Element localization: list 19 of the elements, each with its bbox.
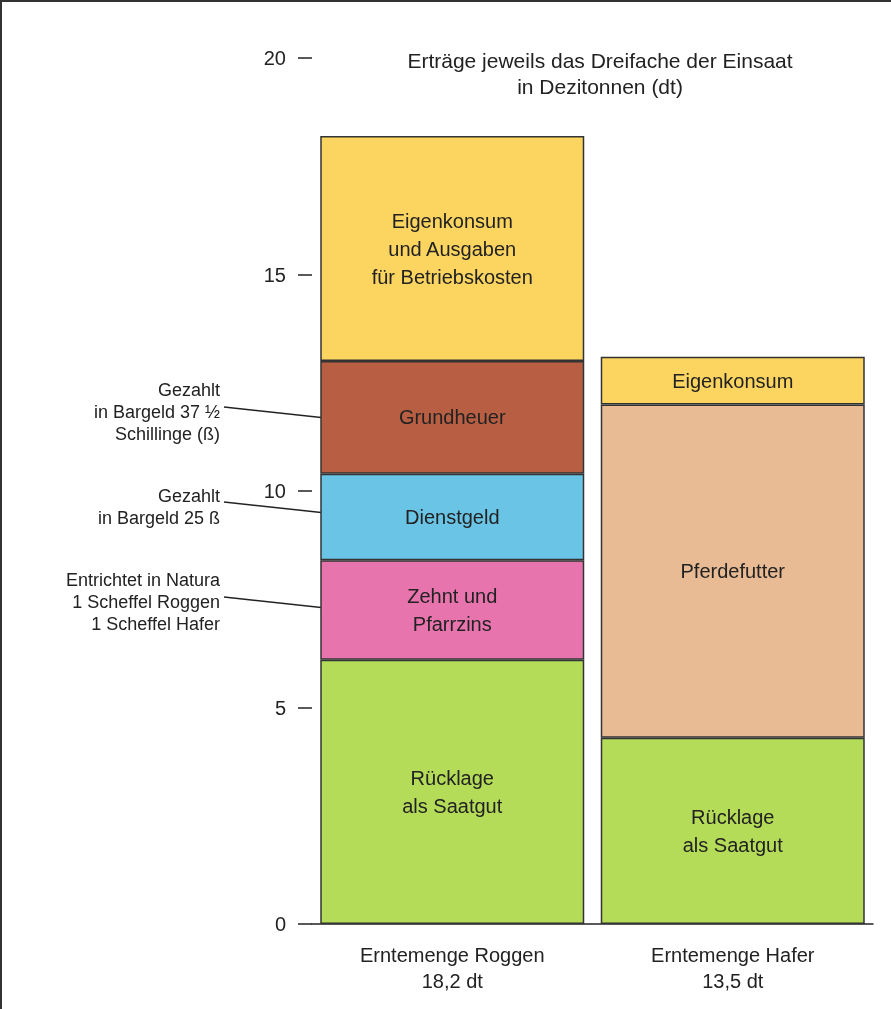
y-tick-label: 10 (263, 480, 286, 502)
y-tick-label: 20 (263, 47, 286, 69)
text: Gezahlt in Bargeld 37 ½ Schillinge (ß) (93, 380, 220, 444)
x-tick-label: Erntemenge Hafer 13,5 dt (651, 944, 815, 992)
y-tick-label: 5 (274, 696, 286, 719)
text: Entrichtet in Natura 1 Scheffel Roggen 1 Scheffel Hafer (65, 570, 221, 634)
series-label: Eigenkonsum (672, 369, 794, 392)
series-label: Dienstgeld (404, 505, 500, 528)
series-label: Pferdefutter (680, 560, 786, 583)
text: Gezahlt in Bargeld 25 ß (97, 486, 220, 528)
series-label: Grundheuer (398, 406, 506, 429)
y-tick-label: 15 (263, 263, 286, 286)
y-tick-label: 0 (274, 913, 286, 935)
series-label: Rücklage als Saatgut (682, 805, 784, 856)
series-label: Zehnt und Pfarrzins (407, 585, 498, 636)
text: Rücklage als Saatgut (402, 766, 503, 817)
series-label: Eigenkonsum und Ausgaben für Betriebskosten (371, 209, 533, 288)
x-tick-label: Erntemenge Roggen 18,2 dt (359, 944, 545, 992)
chart-title: Erträge jeweils das Dreifache der Einsaat in Dezitonnen (dt) (407, 48, 793, 98)
